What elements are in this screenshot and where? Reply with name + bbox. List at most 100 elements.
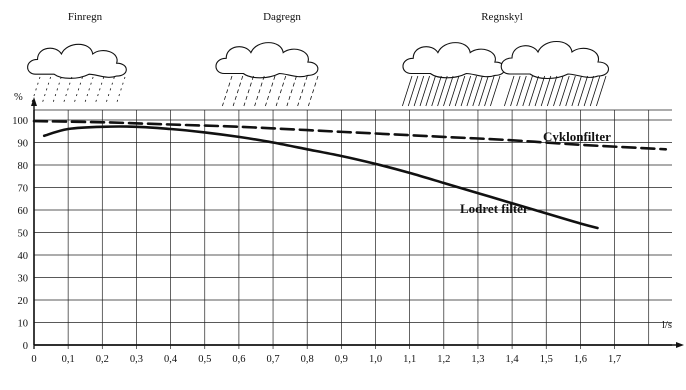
y-tick-label: 100 xyxy=(12,116,28,127)
x-tick-label: 0,6 xyxy=(232,354,245,365)
rain-type-label: Finregn xyxy=(68,11,103,23)
rain-drop xyxy=(522,75,533,107)
rain-drop xyxy=(413,75,425,107)
cloud-icon xyxy=(27,43,127,79)
rain-drop xyxy=(540,75,552,107)
rain-drop xyxy=(559,75,570,107)
rain-drop xyxy=(565,75,576,107)
rain-illustrations xyxy=(27,40,610,107)
rain-drop xyxy=(419,75,430,107)
y-tick-label: 10 xyxy=(18,319,29,330)
rain-drop xyxy=(484,75,495,107)
x-tick-label: 1,1 xyxy=(403,354,416,365)
y-tick-label: 30 xyxy=(18,274,29,285)
cloud-icon xyxy=(215,42,319,79)
rain-drop xyxy=(63,76,73,104)
rain-drop xyxy=(583,75,595,107)
y-tick-label: 20 xyxy=(18,296,29,307)
rain-drop xyxy=(254,75,265,107)
rain-drop xyxy=(437,75,448,107)
rain-drop xyxy=(84,76,94,104)
rain-type-label: Regnskyl xyxy=(481,11,523,23)
rain-drop xyxy=(571,75,582,107)
rain-drop xyxy=(222,75,233,107)
rain-drop xyxy=(431,75,442,107)
x-tick-label: 0,8 xyxy=(301,354,314,365)
rain-drop xyxy=(596,75,607,107)
rain-drop xyxy=(510,75,521,107)
y-tick-label: 40 xyxy=(18,251,29,262)
x-tick-label: 1,2 xyxy=(437,354,450,365)
rain-drop xyxy=(105,76,115,104)
x-tick-label: 0,3 xyxy=(130,354,143,365)
x-tick-label: 1,4 xyxy=(506,354,520,365)
cloud-icon xyxy=(500,40,610,80)
rain-drop xyxy=(297,75,308,107)
rain-drop xyxy=(232,75,244,107)
rain-drop xyxy=(402,75,413,107)
rain-drop xyxy=(73,76,83,104)
rain-drop xyxy=(425,75,436,107)
x-tick-label: 0,9 xyxy=(335,354,348,365)
series-line-cyklonfilter xyxy=(32,119,668,151)
y-tick-label: 60 xyxy=(18,206,29,217)
series-label: Lodret filter xyxy=(460,201,529,216)
rain-drop xyxy=(490,75,501,107)
rain-drop xyxy=(454,75,466,107)
rain-drop xyxy=(275,75,287,107)
rain-type-label: Dagregn xyxy=(263,11,301,23)
series-line-lodret-filter xyxy=(42,125,599,230)
x-tick-label: 0 xyxy=(31,354,36,365)
x-tick-label: 0,4 xyxy=(164,354,178,365)
rain-drop xyxy=(553,75,564,107)
rain-drop xyxy=(41,76,52,104)
x-axis-arrow xyxy=(676,342,684,348)
y-tick-label: 70 xyxy=(18,184,29,195)
y-tick-label: 50 xyxy=(18,229,29,240)
rain-drop xyxy=(589,75,601,107)
x-tick-label: 1,0 xyxy=(369,354,382,365)
rain-drop xyxy=(472,75,483,107)
y-axis-arrow xyxy=(31,97,37,106)
series xyxy=(32,119,668,230)
x-tick-label: 1,7 xyxy=(608,354,621,365)
rain-drop xyxy=(504,75,515,107)
rain-drop xyxy=(52,76,62,104)
x-tick-label: 1,3 xyxy=(471,354,484,365)
rain-drop xyxy=(265,75,276,107)
rain-drop xyxy=(116,76,126,104)
x-tick-label: 1,5 xyxy=(540,354,553,365)
rain-drop xyxy=(478,75,489,107)
x-tick-label: 1,6 xyxy=(574,354,587,365)
x-tick-label: 0,1 xyxy=(62,354,75,365)
rain-drop xyxy=(577,75,588,107)
x-unit-label: l/s xyxy=(662,320,672,331)
series-label: Cyklonfilter xyxy=(543,129,611,144)
rain-drop xyxy=(286,75,297,107)
rain-drop xyxy=(528,75,539,107)
rain-drop xyxy=(460,75,472,107)
y-tick-label: 0 xyxy=(23,341,28,352)
rain-drop xyxy=(243,75,254,107)
y-tick-label: 90 xyxy=(18,139,29,150)
rain-drop xyxy=(95,76,105,104)
rain-drop xyxy=(448,75,460,107)
rain-drop xyxy=(308,75,319,107)
x-tick-label: 0,7 xyxy=(266,354,279,365)
rain-drop xyxy=(31,76,41,104)
labels: 0 10 20 30 40 50 60 70 80 90 100 0 0,1 0,2 0,3 0,4 0,5 0,… xyxy=(12,11,672,365)
rain-drop xyxy=(546,75,558,107)
rain-drop xyxy=(534,75,546,107)
rain-drop xyxy=(516,75,527,107)
y-tick-label: 80 xyxy=(18,161,29,172)
x-tick-label: 0,5 xyxy=(198,354,211,365)
rain-drop xyxy=(443,75,454,107)
rain-drop xyxy=(466,75,477,107)
x-tick-label: 0,2 xyxy=(96,354,109,365)
rain-drop xyxy=(407,75,419,107)
y-unit-label: % xyxy=(14,92,23,103)
axes xyxy=(31,97,684,348)
cloud-icon xyxy=(402,42,506,79)
